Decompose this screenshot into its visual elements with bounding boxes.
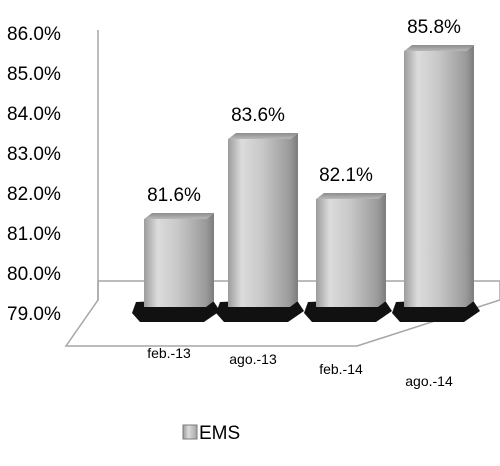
x-tick-label: ago.-14 — [405, 373, 453, 389]
bar-feb.-13 — [132, 213, 220, 322]
x-axis-ticks: feb.-13 ago.-13 feb.-14 ago.-14 — [147, 345, 453, 389]
data-labels: 81.6% 83.6% 82.1% 85.8% — [147, 17, 461, 206]
bar-top — [228, 133, 298, 139]
axes — [64, 30, 500, 347]
y-tick-label: 83.0% — [7, 144, 61, 165]
y-tick-label: 79.0% — [7, 304, 61, 325]
bar-side — [466, 45, 474, 307]
y-tick-label: 85.0% — [7, 64, 61, 85]
bar-top — [144, 213, 214, 219]
y-tick-label: 81.0% — [7, 224, 61, 245]
data-label: 85.8% — [407, 17, 461, 38]
bar-ago.-14 — [392, 45, 480, 322]
bar-top — [316, 193, 386, 199]
bar-front — [228, 139, 290, 307]
bar-ago.-13 — [216, 133, 304, 322]
y-tick-label: 84.0% — [7, 104, 61, 125]
bar-side — [378, 193, 386, 307]
bar-top — [404, 45, 474, 51]
x-tick-label: feb.-14 — [319, 361, 363, 377]
data-label: 81.6% — [147, 185, 201, 206]
y-tick-label: 86.0% — [7, 24, 61, 45]
floor-plane — [64, 280, 500, 347]
bar-feb.-14 — [304, 193, 392, 322]
bar-series-ems — [132, 45, 480, 322]
x-tick-label: feb.-13 — [147, 345, 191, 361]
y-tick-label: 80.0% — [7, 264, 61, 285]
bar-front — [144, 219, 206, 307]
y-axis-ticks: 79.0% 80.0% 81.0% 82.0% 83.0% 84.0% 85.0% 86.0% — [7, 24, 61, 325]
x-tick-label: ago.-13 — [229, 351, 277, 367]
y-tick-label: 82.0% — [7, 184, 61, 205]
bar-side — [290, 133, 298, 307]
data-label: 82.1% — [319, 165, 373, 186]
legend-label-ems: EMS — [199, 423, 240, 444]
bar-front — [316, 199, 378, 307]
data-label: 83.6% — [231, 105, 285, 126]
legend-swatch-ems — [182, 424, 198, 440]
bar-side — [206, 213, 214, 307]
bar-front — [404, 51, 466, 307]
legend: EMS — [182, 423, 240, 444]
